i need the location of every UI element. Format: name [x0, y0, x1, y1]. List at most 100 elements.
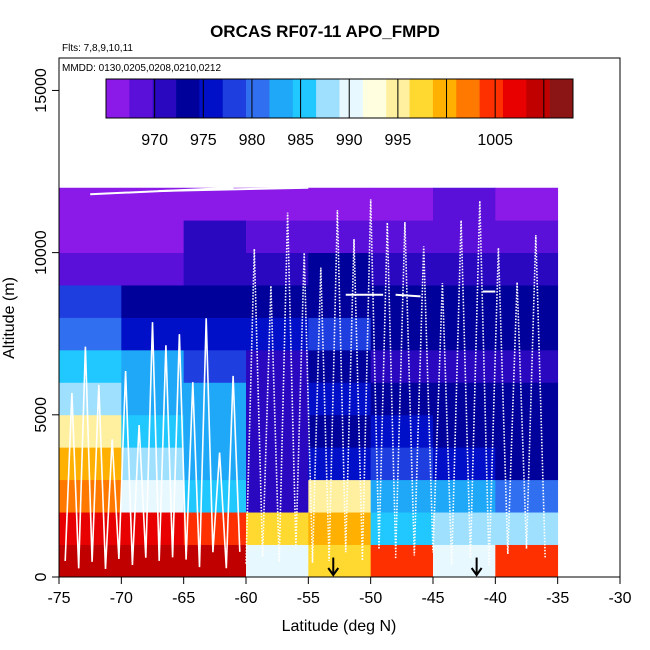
- colorbar-tick-label: 995: [385, 132, 412, 149]
- y-tick-label: 10000: [33, 230, 50, 275]
- heatmap-cell: [308, 220, 372, 254]
- heatmap-cell: [246, 544, 309, 578]
- heatmap-cell: [246, 252, 309, 286]
- colorbar-swatch: [106, 79, 130, 118]
- x-tick-label: -30: [608, 590, 631, 607]
- heatmap-cell: [370, 349, 434, 383]
- heatmap-cell: [308, 252, 372, 286]
- heatmap-cell: [246, 220, 309, 254]
- colorbar-swatch: [409, 79, 434, 118]
- heatmap-cell: [495, 447, 559, 481]
- colorbar-swatch: [152, 79, 177, 118]
- heatmap-cell: [370, 512, 434, 545]
- heatmap-cell: [121, 252, 185, 286]
- heatmap-cell: [121, 220, 185, 254]
- heatmap-cell: [246, 187, 309, 221]
- x-tick-label: -50: [359, 590, 382, 607]
- x-tick-label: -35: [546, 590, 569, 607]
- y-tick-label: 15000: [33, 68, 50, 113]
- colorbar-swatch: [222, 79, 247, 118]
- colorbar-swatch: [456, 79, 480, 118]
- colorbar-swatch: [292, 79, 317, 118]
- colorbar-swatch: [199, 79, 224, 118]
- colorbar-tick-label: 970: [141, 132, 168, 149]
- plot-frame: [58, 57, 621, 578]
- colorbar-swatch: [432, 79, 457, 118]
- heatmap-cell: [308, 382, 372, 416]
- y-axis-label: Altitude (m): [1, 277, 18, 359]
- heatmap-cell: [183, 252, 247, 286]
- heatmap-cell: [59, 349, 122, 383]
- heatmap-cell: [308, 447, 372, 481]
- flight-tracks: [64, 186, 546, 570]
- heatmap-cell: [433, 317, 496, 351]
- flights-subtitle: Flts: 7,8,9,10,11: [62, 43, 133, 54]
- heatmap-cell: [495, 252, 559, 286]
- x-tick-label: -65: [172, 590, 195, 607]
- x-tick-label: -70: [110, 590, 133, 607]
- colorbar-tick-label: 990: [336, 132, 363, 149]
- heatmap-cell: [308, 187, 372, 221]
- heatmap-cell: [246, 349, 309, 383]
- colorbar-swatch: [479, 79, 504, 118]
- colorbar-swatch: [246, 79, 270, 118]
- heatmap-cell: [370, 187, 434, 221]
- down-arrow-head: [327, 567, 340, 577]
- colorbar-swatch: [176, 79, 200, 118]
- heatmap-cell: [183, 349, 247, 383]
- heatmap-cell: [183, 285, 247, 318]
- heatmap-cell: [433, 447, 496, 481]
- heatmap-cell: [59, 317, 122, 351]
- down-arrow-head: [470, 567, 483, 577]
- heatmap-cell: [433, 544, 496, 578]
- heatmap-cell: [183, 479, 247, 513]
- colorbar: 970 975 980 985 990 995 1005: [105, 78, 574, 149]
- heatmap-cell: [121, 285, 185, 318]
- heatmap-cell: [495, 220, 559, 254]
- heatmap-cell: [370, 447, 434, 481]
- colorbar-swatch: [502, 79, 527, 118]
- heatmap-cell: [59, 252, 122, 286]
- colorbar-tick-label: 980: [239, 132, 266, 149]
- x-axis-label: Latitude (deg N): [282, 618, 397, 635]
- heatmap-cell: [59, 220, 122, 254]
- colorbar-swatch: [526, 79, 550, 118]
- heatmap-cell: [433, 220, 496, 254]
- heatmap-cells: [59, 187, 559, 578]
- heatmap-cell: [183, 220, 247, 254]
- colorbar-frame: [105, 78, 574, 119]
- chart-title: ORCAS RF07-11 APO_FMPD: [210, 22, 440, 41]
- colorbar-swatch: [362, 79, 387, 118]
- heatmap-cell: [121, 414, 185, 448]
- colorbar-swatch: [549, 79, 574, 118]
- heatmap-cell: [495, 382, 559, 416]
- heatmap-cell: [495, 285, 559, 318]
- heatmap-cell: [59, 285, 122, 318]
- heatmap-cell: [183, 317, 247, 351]
- heatmap-cell: [495, 544, 559, 578]
- heatmap-cell: [246, 512, 309, 545]
- heatmap-cell: [495, 187, 559, 221]
- y-tick-label: 5000: [33, 397, 50, 433]
- colorbar-swatch: [316, 79, 340, 118]
- colorbar-tick-label: 985: [287, 132, 314, 149]
- colorbar-tick-label: 975: [190, 132, 217, 149]
- heatmap-cell: [183, 544, 247, 578]
- heatmap-cell: [121, 447, 185, 481]
- heatmap-cell: [495, 479, 559, 513]
- flight-track: [64, 318, 241, 570]
- heatmap-cell: [433, 512, 496, 545]
- heatmap-cell: [370, 544, 434, 578]
- heatmap-cell: [370, 382, 434, 416]
- x-tick-label: -60: [234, 590, 257, 607]
- heatmap-cell: [308, 544, 372, 578]
- heatmap-cell: [433, 252, 496, 286]
- flight-track: [245, 199, 397, 564]
- heatmap-cell: [495, 414, 559, 448]
- heatmap-cell: [121, 544, 185, 578]
- x-tick-label: -40: [484, 590, 507, 607]
- heatmap-cell: [433, 479, 496, 513]
- heatmap-cell: [433, 382, 496, 416]
- heatmap-cell: [246, 317, 309, 351]
